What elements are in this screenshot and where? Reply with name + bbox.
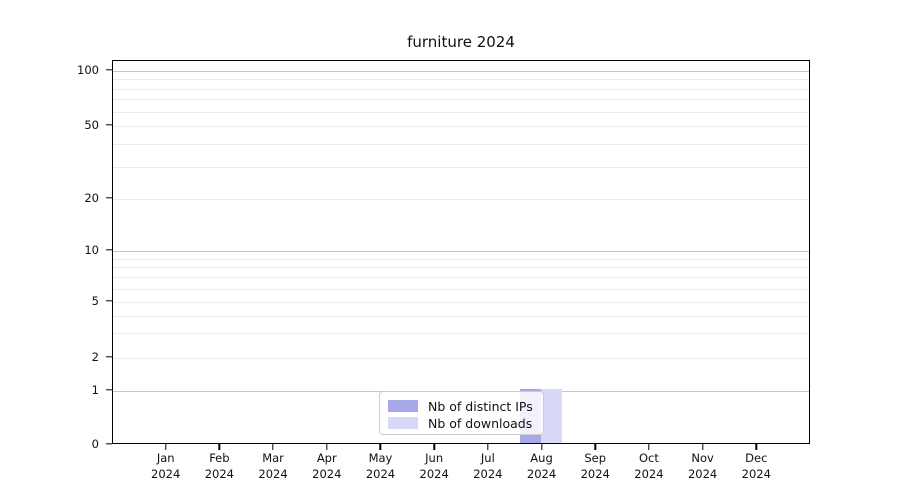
x-tick-label-feb: Feb 2024 bbox=[204, 451, 235, 481]
y-tick-mark-0 bbox=[106, 442, 112, 445]
x-tick-label-mar: Mar 2024 bbox=[258, 451, 288, 481]
x-tick-label-aug: Aug 2024 bbox=[526, 451, 557, 481]
bar-aug-series-1 bbox=[540, 388, 562, 443]
x-tick-mark-mar bbox=[272, 444, 274, 450]
x-tick-mark-jun bbox=[433, 444, 435, 450]
gridline-minor-60 bbox=[113, 111, 809, 113]
x-tick-mark-jan bbox=[164, 444, 167, 450]
gridline-minor-70 bbox=[113, 99, 809, 101]
y-tick-mark-10 bbox=[106, 249, 112, 251]
gridline-minor-7 bbox=[113, 277, 809, 279]
legend-entry-downloads: Nb of downloads bbox=[388, 415, 535, 431]
y-tick-label-20: 20 bbox=[84, 191, 99, 205]
gridline-minor-9 bbox=[113, 258, 809, 260]
y-tick-label-0: 0 bbox=[91, 436, 99, 451]
legend-entry-distinct-ips: Nb of distinct IPs bbox=[388, 398, 535, 414]
plot-area bbox=[112, 60, 810, 444]
x-tick-mark-may bbox=[379, 444, 382, 450]
y-tick-mark-5 bbox=[106, 300, 112, 302]
gridline-minor-30 bbox=[113, 166, 809, 168]
y-tick-mark-20 bbox=[106, 197, 112, 199]
x-tick-mark-aug bbox=[540, 444, 543, 450]
x-tick-mark-dec bbox=[755, 444, 757, 450]
gridline-major-10 bbox=[113, 251, 809, 252]
x-tick-label-apr: Apr 2024 bbox=[312, 451, 342, 481]
x-tick-mark-apr bbox=[326, 444, 328, 450]
gridline-minor-3 bbox=[113, 333, 809, 335]
gridline-minor-20 bbox=[113, 199, 809, 200]
legend: Nb of distinct IPs Nb of downloads bbox=[379, 391, 544, 435]
x-tick-label-may: May 2024 bbox=[365, 451, 396, 481]
gridline-minor-4 bbox=[113, 315, 809, 317]
legend-label-downloads: Nb of downloads bbox=[428, 415, 533, 431]
gridline-minor-5 bbox=[113, 302, 809, 303]
y-tick-label-1: 1 bbox=[91, 382, 99, 397]
gridline-minor-90 bbox=[113, 79, 809, 81]
y-tick-label-100: 100 bbox=[77, 63, 99, 77]
x-tick-label-dec: Dec 2024 bbox=[741, 451, 771, 481]
gridline-minor-2 bbox=[113, 358, 809, 359]
x-tick-label-jun: Jun 2024 bbox=[419, 451, 449, 481]
x-tick-mark-feb bbox=[218, 444, 221, 450]
gridline-minor-50 bbox=[113, 126, 809, 127]
legend-swatch-downloads bbox=[388, 417, 418, 429]
legend-label-distinct-ips: Nb of distinct IPs bbox=[428, 398, 533, 414]
gridline-major-100 bbox=[113, 71, 809, 72]
y-tick-mark-2 bbox=[106, 356, 112, 358]
chart-title: furniture 2024 bbox=[407, 33, 515, 51]
x-tick-mark-sep bbox=[594, 444, 596, 450]
x-tick-label-jan: Jan 2024 bbox=[151, 451, 181, 481]
gridline-minor-8 bbox=[113, 267, 809, 269]
y-tick-mark-100 bbox=[106, 69, 112, 71]
x-tick-mark-nov bbox=[701, 444, 704, 450]
y-tick-label-2: 2 bbox=[91, 350, 99, 364]
x-tick-mark-jul bbox=[487, 444, 489, 450]
gridline-minor-6 bbox=[113, 288, 809, 290]
legend-swatch-distinct-ips bbox=[388, 400, 418, 412]
x-tick-mark-oct bbox=[648, 444, 650, 450]
y-tick-mark-50 bbox=[106, 124, 112, 126]
y-tick-mark-1 bbox=[106, 388, 112, 391]
gridline-minor-80 bbox=[113, 88, 809, 90]
x-tick-label-jul: Jul 2024 bbox=[473, 451, 503, 481]
y-tick-label-50: 50 bbox=[84, 118, 99, 132]
x-tick-label-oct: Oct 2024 bbox=[634, 451, 664, 481]
x-tick-label-sep: Sep 2024 bbox=[580, 451, 610, 481]
y-tick-label-10: 10 bbox=[84, 243, 99, 257]
x-tick-label-nov: Nov 2024 bbox=[687, 451, 718, 481]
gridline-minor-40 bbox=[113, 143, 809, 145]
y-tick-label-5: 5 bbox=[91, 294, 99, 308]
